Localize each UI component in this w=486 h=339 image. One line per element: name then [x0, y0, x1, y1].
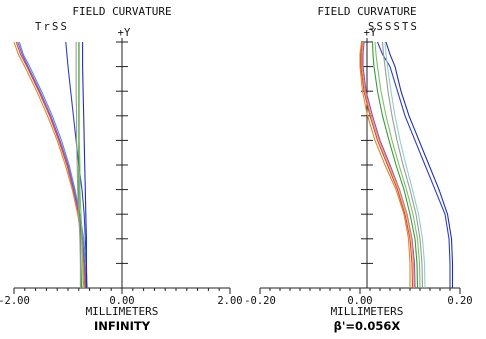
axis-marker: +Y [118, 27, 131, 39]
x-tick-label: -2.00 [0, 295, 30, 307]
plot-area [260, 38, 460, 294]
plot-area [14, 38, 230, 294]
condition-label: β'=0.056X [334, 319, 401, 333]
condition-label: INFINITY [94, 319, 151, 333]
legend-mark: r [44, 21, 50, 33]
x-tick-label: 2.00 [217, 295, 242, 307]
legend-mark: T [402, 21, 409, 33]
x-axis-label: MILLIMETERS [86, 305, 159, 318]
legend-mark: S [61, 21, 67, 33]
legend-mark: S [394, 21, 400, 33]
legend-mark: S [52, 21, 58, 33]
chart-title: FIELD CURVATURE [317, 5, 416, 18]
legend-mark: T [35, 21, 42, 33]
legend-mark: S [377, 21, 383, 33]
field-curve-series [14, 42, 84, 288]
axis-marker: +Y [364, 27, 377, 39]
x-axis-label: MILLIMETERS [331, 305, 404, 318]
legend-mark: S [411, 21, 417, 33]
field-curve-series [16, 42, 85, 288]
x-tick-label: 0.20 [447, 295, 472, 307]
legend-mark: S [385, 21, 391, 33]
x-tick-label: -0.20 [244, 295, 276, 307]
chart-title: FIELD CURVATURE [72, 5, 171, 18]
